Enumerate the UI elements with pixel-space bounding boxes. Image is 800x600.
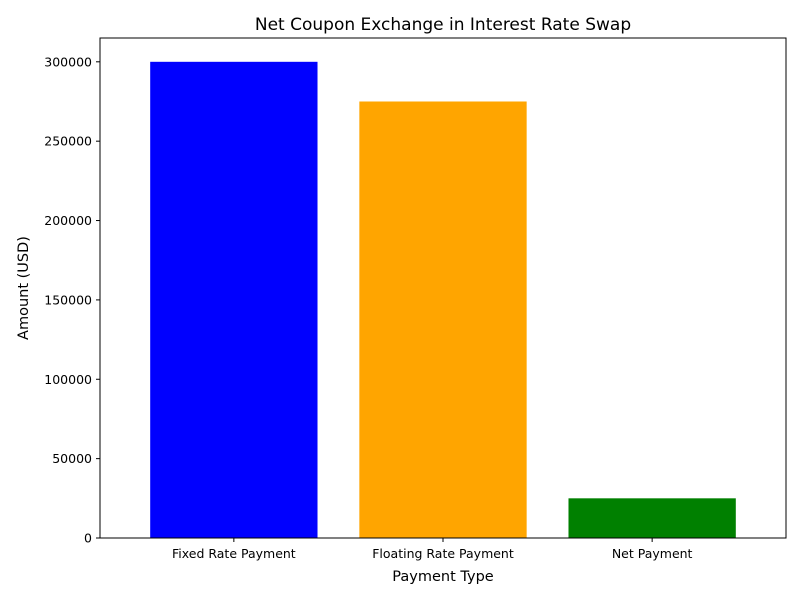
chart-title: Net Coupon Exchange in Interest Rate Swa…: [255, 15, 631, 35]
y-tick-label: 300000: [44, 54, 92, 69]
x-tick-label: Net Payment: [612, 546, 693, 561]
y-tick-label: 100000: [44, 372, 92, 387]
bar-2: [568, 498, 736, 538]
y-axis-ticks: 0 50000 100000 150000 200000 250000 300000: [44, 54, 100, 546]
y-tick-label: 250000: [44, 134, 92, 149]
x-axis-ticks: Fixed Rate Payment Floating Rate Payment N…: [172, 538, 693, 561]
bar-1: [359, 101, 527, 538]
bar-0: [150, 61, 318, 539]
y-tick-label: 50000: [52, 451, 92, 466]
y-axis-label: Amount (USD): [16, 236, 32, 340]
y-tick-label: 200000: [44, 213, 92, 228]
x-tick-label: Fixed Rate Payment: [172, 546, 296, 561]
x-axis-label: Payment Type: [392, 569, 493, 585]
bars-group: [150, 61, 736, 539]
x-tick-label: Floating Rate Payment: [372, 546, 514, 561]
y-tick-label: 0: [84, 531, 92, 546]
y-tick-label: 150000: [44, 292, 92, 307]
